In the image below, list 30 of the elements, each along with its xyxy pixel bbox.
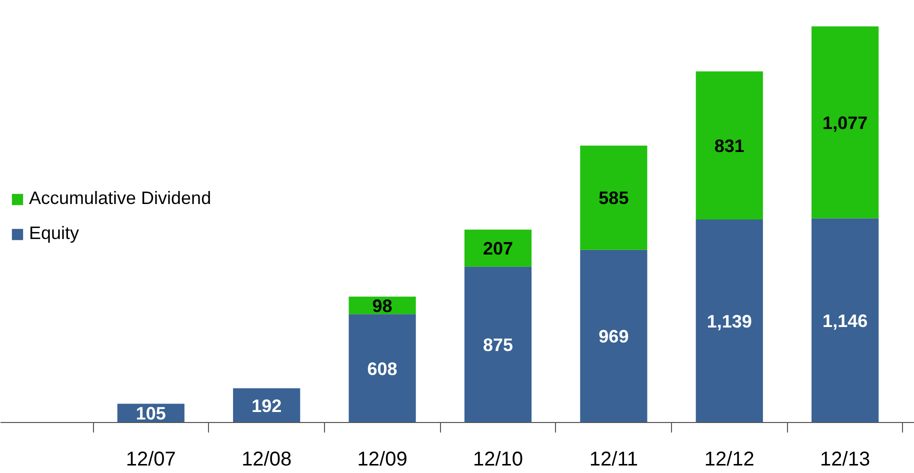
x-tick-label: 12/13 <box>820 448 870 470</box>
x-tick-label: 12/12 <box>704 448 754 470</box>
bar <box>696 220 763 422</box>
data-label: 1,146 <box>822 310 868 331</box>
bar <box>812 26 879 218</box>
data-label: 105 <box>136 404 166 424</box>
bar <box>580 250 648 422</box>
x-tick-label: 12/08 <box>242 448 292 470</box>
data-label: 1,077 <box>822 112 868 133</box>
data-label: 875 <box>482 335 514 356</box>
data-label: 585 <box>598 188 629 208</box>
data-label: 192 <box>252 396 282 416</box>
bar <box>812 218 879 422</box>
legend-label: Equity <box>29 223 80 244</box>
x-tick-label: 12/10 <box>472 448 524 470</box>
data-label: 98 <box>372 296 392 316</box>
x-tick-label: 12/07 <box>126 448 176 470</box>
legend-label: Accumulative Dividend <box>29 188 212 209</box>
data-label: 207 <box>482 238 514 259</box>
bar <box>348 314 416 422</box>
bar <box>580 146 648 250</box>
data-label: 608 <box>367 358 398 379</box>
bar <box>696 71 763 220</box>
bar <box>464 230 532 267</box>
data-label: 969 <box>598 326 629 347</box>
x-tick-label: 12/09 <box>357 448 408 470</box>
bar <box>464 266 532 422</box>
data-label: 1,139 <box>706 312 752 332</box>
data-label: 831 <box>714 136 744 156</box>
x-tick-label: 12/11 <box>589 448 638 470</box>
